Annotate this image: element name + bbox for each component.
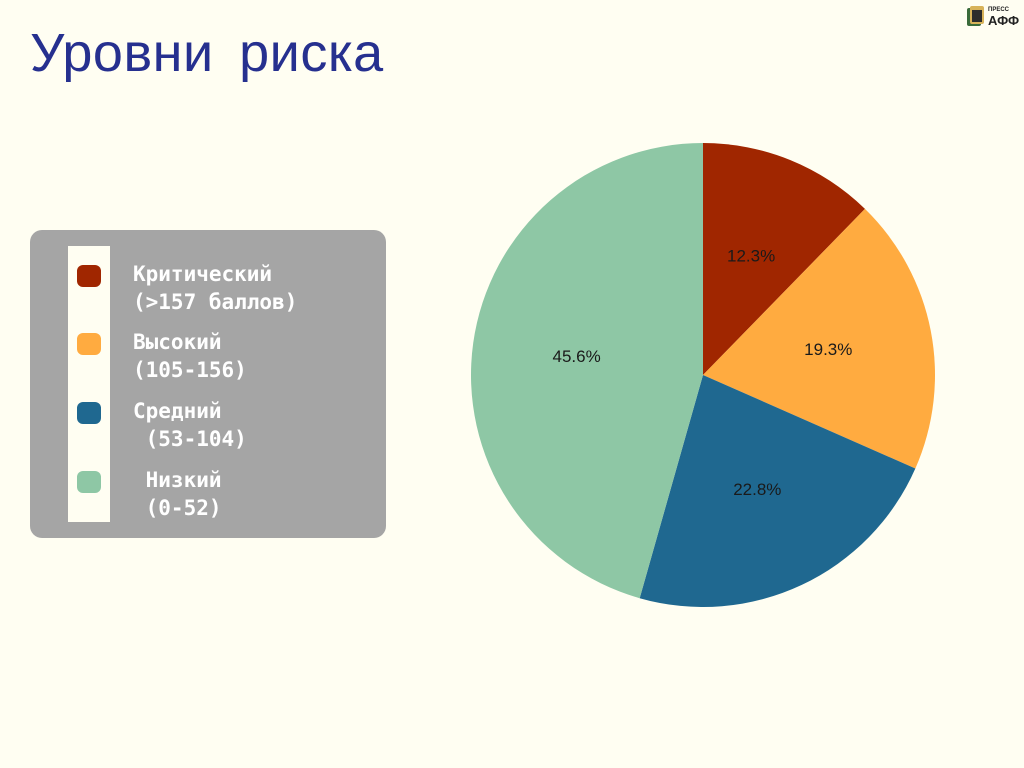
pie-slice-critical	[703, 143, 865, 375]
legend-item-critical: Критический (>157 баллов)	[30, 260, 370, 320]
chart-legend: Критический (>157 баллов) Высокий (105-1…	[30, 230, 386, 538]
legend-label-medium-line2: (53-104)	[133, 427, 247, 451]
page-title: Уровни риска	[30, 23, 384, 83]
pie-label-high: 19.3%	[804, 340, 852, 359]
legend-swatch-medium	[77, 402, 101, 424]
legend-label-low: Низкий (0-52)	[133, 466, 222, 522]
pie-label-medium: 22.8%	[733, 480, 781, 499]
legend-swatch-high	[77, 333, 101, 355]
logo-top-text: ПРЕСС	[988, 7, 1010, 13]
legend-label-high-line2: (105-156)	[133, 358, 247, 382]
legend-label-low-line1: Низкий	[133, 468, 222, 492]
legend-item-medium: Средний (53-104)	[30, 397, 370, 457]
logo-icon: ПРЕСС АФФ	[967, 6, 1019, 28]
legend-swatch-critical	[77, 265, 101, 287]
legend-label-high: Высокий (105-156)	[133, 328, 247, 384]
logo-bottom-text: АФФ	[988, 13, 1019, 28]
legend-label-medium: Средний (53-104)	[133, 397, 247, 453]
pie-label-low: 45.6%	[553, 347, 601, 366]
legend-item-low: Низкий (0-52)	[30, 466, 370, 526]
legend-swatch-low	[77, 471, 101, 493]
legend-label-low-line2: (0-52)	[133, 496, 222, 520]
legend-label-medium-line1: Средний	[133, 399, 222, 423]
pie-slice-high	[703, 208, 935, 469]
legend-label-critical-line1: Критический	[133, 262, 273, 286]
legend-label-high-line1: Высокий	[133, 330, 222, 354]
legend-item-high: Высокий (105-156)	[30, 328, 370, 388]
pie-slice-medium	[639, 375, 916, 607]
pie-label-critical: 12.3%	[727, 246, 775, 265]
legend-label-critical-line2: (>157 баллов)	[133, 290, 298, 314]
legend-label-critical: Критический (>157 баллов)	[133, 260, 297, 316]
pie-slice-low	[470, 143, 703, 599]
pie-chart: 12.3% 19.3% 22.8% 45.6%	[470, 143, 935, 607]
